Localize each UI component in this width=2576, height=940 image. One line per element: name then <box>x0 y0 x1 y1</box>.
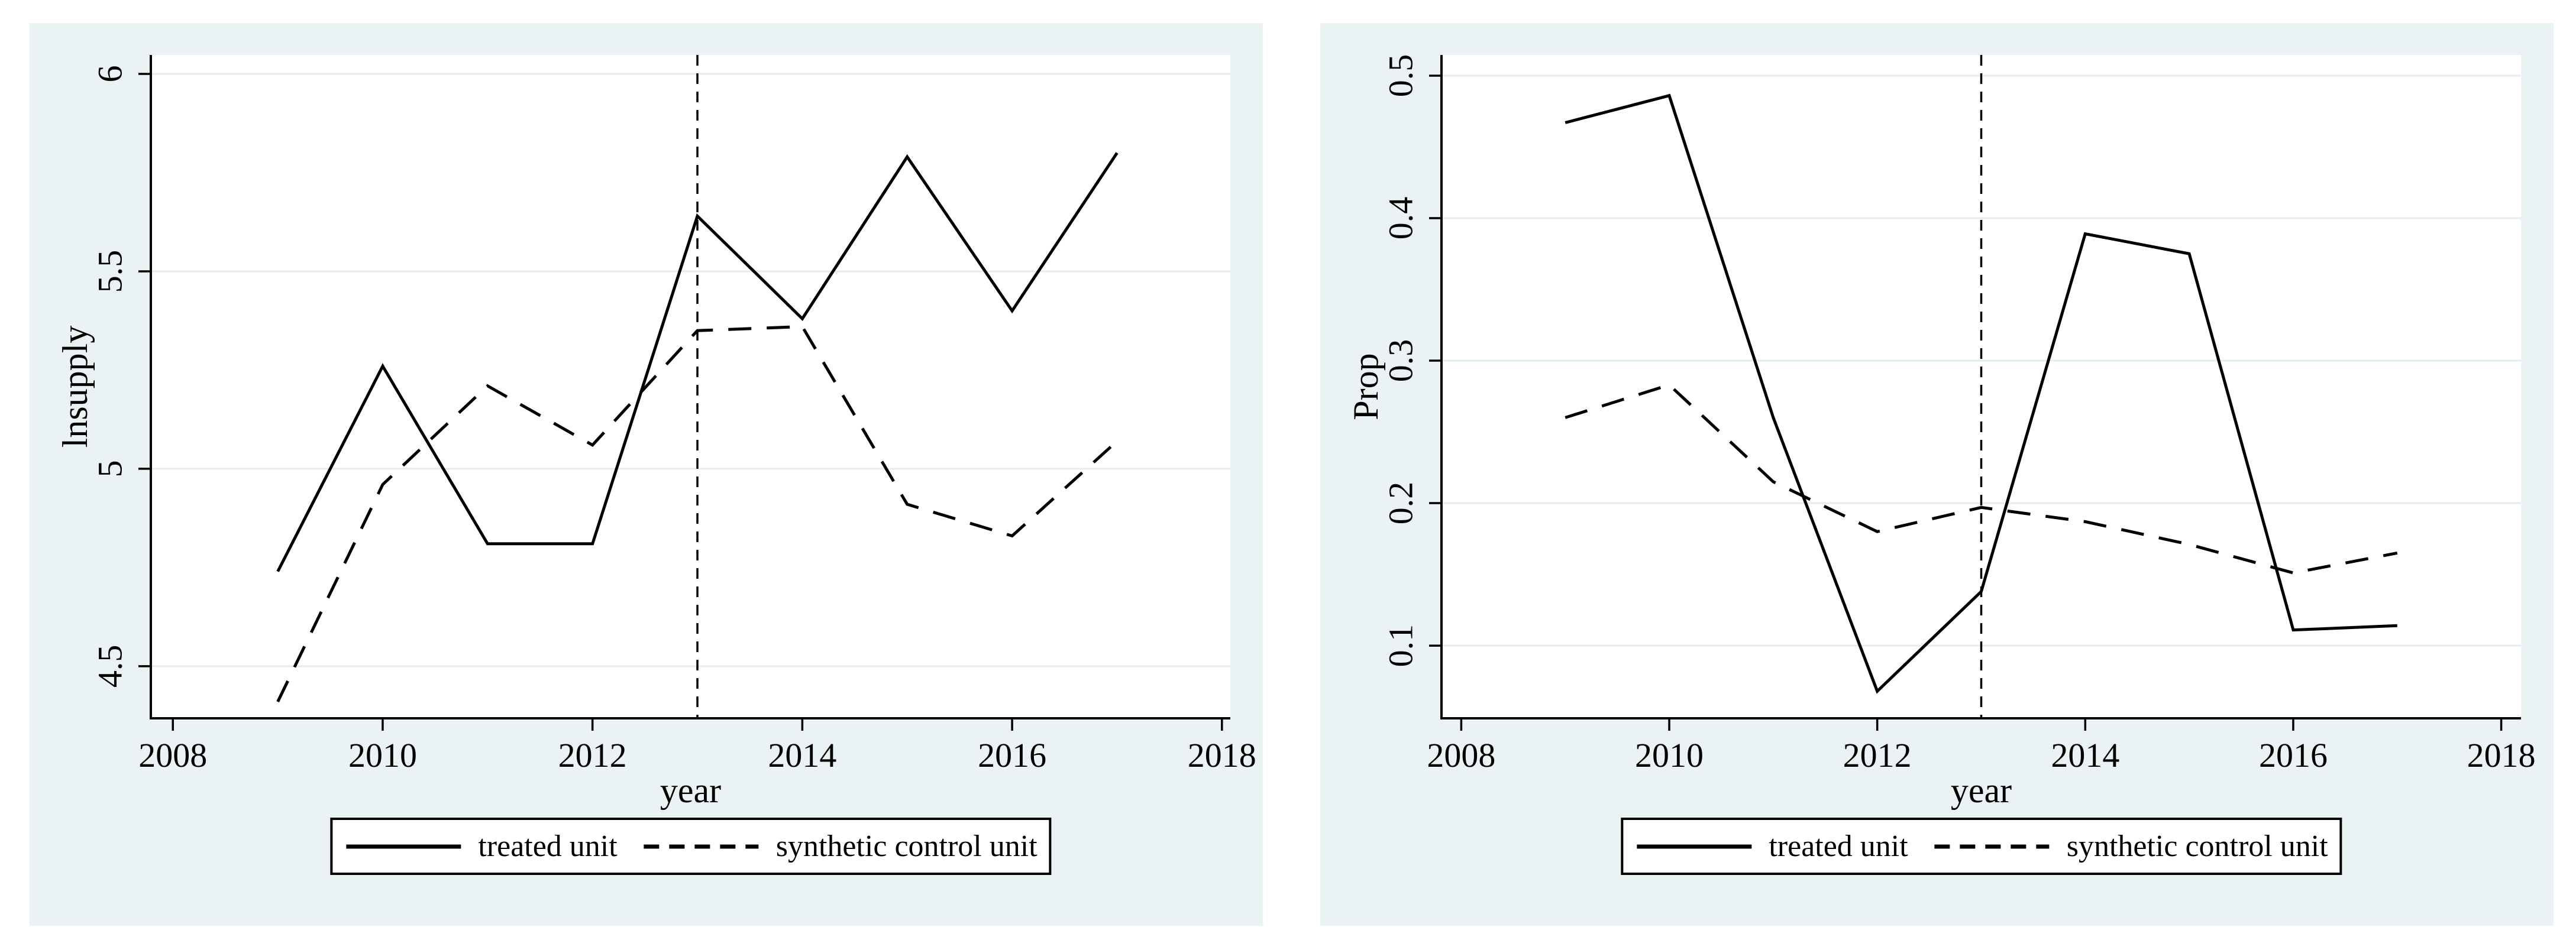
y-tick-label: 4.5 <box>91 645 129 688</box>
legend-label-treated-unit: treated unit <box>1769 829 1908 863</box>
x-tick-label: 2008 <box>1427 736 1495 774</box>
x-tick-label: 2012 <box>558 736 627 774</box>
series-line-treated-unit <box>1565 93 2397 694</box>
legend-label-synthetic-control-unit: synthetic control unit <box>2066 829 2328 863</box>
synthetic-control-unit-line-swatch <box>1934 844 2050 848</box>
y-tick-label: 0.2 <box>1381 482 1420 525</box>
x-tick-label: 2018 <box>1188 736 1256 774</box>
y-axis-title: lnsupply <box>56 326 95 448</box>
y-tick-label: 5 <box>91 460 129 477</box>
prop-chart: 0.1 0.2 0.3 0.4 0.5 2008 2010 2012 2014 2016 2018 P… <box>1346 54 2536 810</box>
legend-box: treated unit synthetic control unit <box>1621 818 2342 875</box>
lnsupply-chart: 4.5 5 5.5 6 2008 2010 2012 2014 2016 2018 lnsupply… <box>56 55 1256 810</box>
x-tick-label: 2014 <box>768 736 836 774</box>
x-tick-label: 2018 <box>2467 736 2536 774</box>
y-axis-title: Prop <box>1346 353 1385 420</box>
x-tick-label: 2014 <box>2051 736 2119 774</box>
prop-chart-figure: 0.1 0.2 0.3 0.4 0.5 2008 2010 2012 2014 2016 2018 P… <box>1320 23 2554 926</box>
lnsupply-chart-figure: 4.5 5 5.5 6 2008 2010 2012 2014 2016 2018 lnsupply… <box>30 23 1263 926</box>
x-tick-label: 2010 <box>348 736 417 774</box>
legend-entry-treated-unit: treated unit <box>344 829 618 863</box>
y-tick-label: 6 <box>91 66 129 83</box>
synthetic-control-unit-line-swatch <box>644 844 759 848</box>
treated-unit-line-swatch <box>346 844 461 848</box>
x-tick-label: 2008 <box>138 736 207 774</box>
y-tick-label: 0.4 <box>1381 197 1420 240</box>
legend-entry-treated-unit: treated unit <box>1635 831 1908 862</box>
legend-box: treated unit synthetic control unit <box>330 818 1052 875</box>
x-axis-title: year <box>660 771 721 810</box>
series-line-synthetic-control-unit <box>1565 383 2398 575</box>
y-tick-label: 5.5 <box>91 250 129 293</box>
y-tick-label: 0.5 <box>1381 54 1420 98</box>
y-tick-label: 0.3 <box>1381 339 1420 383</box>
legend-label-synthetic-control-unit: synthetic control unit <box>775 829 1037 863</box>
y-tick-label: 0.1 <box>1381 624 1420 667</box>
legend-entry-synthetic-control-unit: synthetic control unit <box>642 831 1037 862</box>
plot-area <box>151 55 1230 718</box>
series-line-synthetic-control-unit <box>276 325 1119 703</box>
x-tick-label: 2016 <box>978 736 1046 774</box>
x-tick-label: 2012 <box>1843 736 1912 774</box>
x-axis-title: year <box>1951 771 2012 810</box>
series-line-treated-unit <box>276 152 1119 572</box>
x-tick-label: 2016 <box>2259 736 2328 774</box>
x-tick-label: 2010 <box>1635 736 1704 774</box>
legend-entry-synthetic-control-unit: synthetic control unit <box>1933 831 2328 862</box>
legend-label-treated-unit: treated unit <box>478 829 618 863</box>
treated-unit-line-swatch <box>1637 844 1752 848</box>
